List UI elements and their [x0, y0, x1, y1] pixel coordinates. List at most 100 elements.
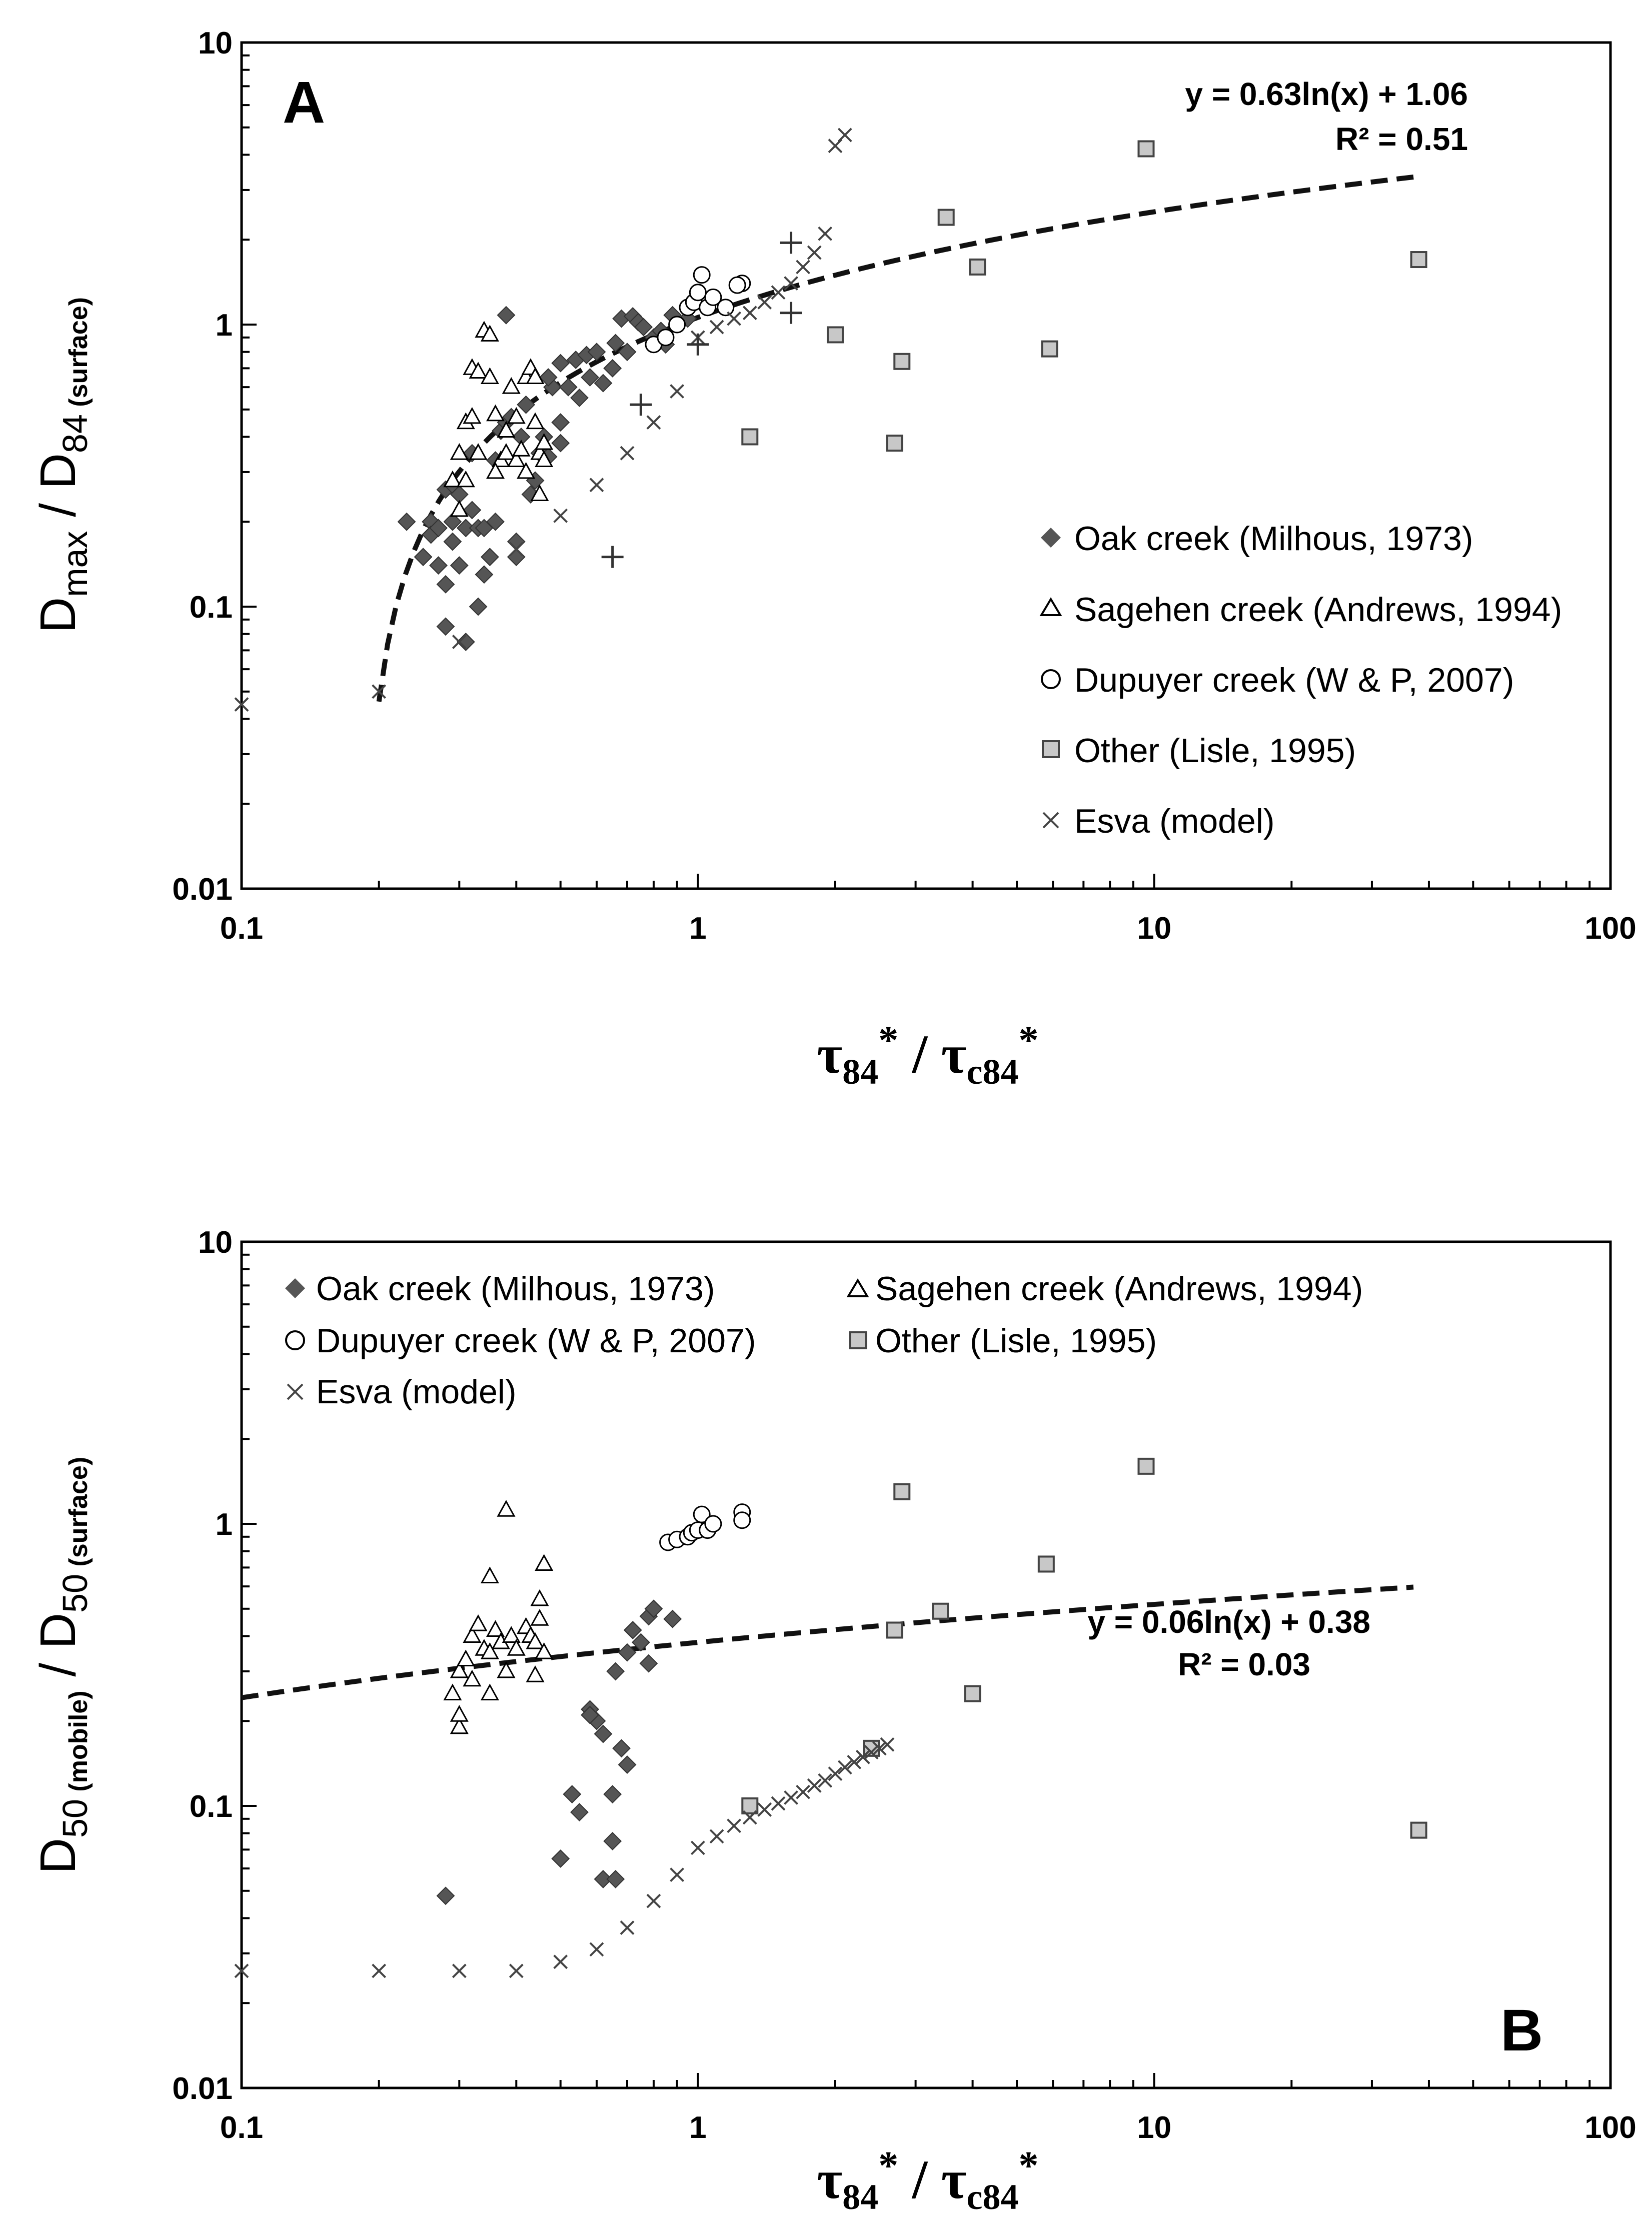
point-oak-creek: [594, 374, 613, 393]
point-oak-creek: [507, 548, 526, 567]
xlabel-84: 84: [842, 2177, 878, 2217]
point-oak-creek: [551, 413, 570, 432]
point-oak-creek: [594, 1870, 613, 1888]
point-esva-model: [690, 1840, 705, 1855]
legend-marker-circle: [285, 1330, 305, 1350]
point-esva-model: [828, 1766, 843, 1781]
legend-marker-x: [1042, 812, 1059, 829]
point-esva-model: [742, 1810, 757, 1825]
point-oak-creek: [663, 1609, 682, 1628]
point-oak-creek: [644, 1599, 663, 1618]
point-sagehen-creek: [526, 412, 545, 430]
point-sagehen-creek: [497, 1500, 516, 1517]
point-oak-creek: [475, 565, 494, 584]
point-plus: [601, 546, 624, 568]
point-oak-creek: [486, 512, 505, 531]
y-axis-label-b: D50 (mobile) / D50 (surface): [30, 1457, 95, 1874]
point-oak-creek: [618, 343, 637, 362]
ylabel-d: D: [30, 597, 86, 633]
xlabel-c84: c84: [967, 1052, 1019, 1092]
legend-item-oak: Oak creek (Milhous, 1973): [1041, 520, 1473, 558]
point-plus: [780, 302, 802, 324]
point-oak-creek: [570, 389, 589, 407]
point-oak-creek: [539, 368, 558, 387]
xlabel-star2: *: [1018, 2144, 1038, 2188]
x-tick-label: 10: [1137, 911, 1171, 946]
point-oak-creek: [603, 1832, 622, 1850]
point-sagehen-creek: [463, 1626, 482, 1643]
point-oak-creek: [469, 597, 488, 616]
point-oak-creek: [634, 318, 653, 337]
point-esva-model: [796, 260, 810, 275]
ylabel-mobile: (mobile): [64, 1690, 93, 1799]
point-other-lisle: [1410, 251, 1427, 269]
point-sagehen-creek: [469, 362, 488, 379]
point-oak-creek: [603, 359, 622, 378]
point-dupuyer-creek: [733, 1511, 751, 1529]
point-oak-creek: [497, 306, 516, 325]
point-sagehen-creek: [502, 1626, 521, 1643]
point-sagehen-creek: [480, 325, 499, 342]
point-esva-model: [872, 1741, 887, 1756]
point-sagehen-creek: [507, 1639, 526, 1656]
legend-label: Sagehen creek (Andrews, 1994): [1074, 591, 1562, 629]
point-sagehen-creek: [507, 450, 526, 468]
point-esva-model: [234, 697, 249, 712]
legend-item-esva: Esva (model): [1042, 802, 1275, 840]
point-oak-creek: [581, 1705, 599, 1724]
point-oak-creek: [631, 1633, 650, 1652]
point-esva-model: [234, 1963, 249, 1978]
point-oak-creek: [443, 512, 462, 531]
trendline-b: [241, 1584, 1414, 1700]
y-tick-label: 0.01: [172, 872, 233, 907]
point-sagehen-creek: [469, 443, 488, 460]
legend-item-other: Other (Lisle, 1995): [1042, 732, 1356, 770]
point-sagehen-creek: [463, 407, 482, 424]
legend-marker-triangle: [1039, 597, 1062, 616]
point-dupuyer-creek: [689, 284, 707, 302]
axis-ticks-b: 0.1 1 10 100 0.01 0.1 1 10: [172, 1225, 1636, 2145]
point-esva-model: [837, 128, 852, 143]
svg-text:Dmax / D84 (surface): Dmax / D84 (surface): [30, 297, 95, 633]
xlabel-slash: /: [898, 2149, 941, 2210]
xlabel-84: 84: [842, 1052, 878, 1092]
point-oak-creek: [463, 501, 482, 520]
point-dupuyer-creek: [693, 1505, 711, 1523]
panel-letter-a: A: [283, 70, 325, 136]
data-points-a: [234, 128, 1427, 712]
point-oak-creek: [587, 343, 606, 362]
point-esva-model: [727, 1818, 741, 1833]
point-other-lisle: [1041, 340, 1058, 358]
point-sagehen-creek: [456, 1649, 475, 1667]
point-esva-model: [553, 1954, 568, 1969]
point-sagehen-creek: [535, 1642, 554, 1659]
point-oak-creek: [429, 519, 448, 538]
legend-label: Esva (model): [1074, 802, 1275, 840]
point-sagehen-creek: [526, 1632, 545, 1649]
point-sagehen-creek: [512, 440, 531, 457]
point-oak-creek: [436, 1886, 455, 1905]
point-sagehen-creek: [497, 443, 516, 460]
legend-label: Esva (model): [316, 1373, 517, 1411]
xlabel-tau2: τ: [941, 2149, 967, 2210]
point-sagehen-creek: [526, 1665, 545, 1682]
xlabel-star: *: [878, 1019, 898, 1063]
legend-item-sagehen: Sagehen creek (Andrews, 1994): [1039, 591, 1562, 629]
point-esva-model: [742, 306, 757, 321]
panel-b: 0.1 1 10 100 0.01 0.1 1 10 B y = 0.06ln(x) + 0.…: [30, 1225, 1636, 2217]
point-esva-model: [372, 1963, 387, 1978]
point-sagehen-creek: [480, 1566, 499, 1584]
x-tick-label: 10: [1137, 2110, 1171, 2145]
svg-text:D50 (mobile) / D50 (surface): D50 (mobile) / D50 (surface): [30, 1457, 95, 1874]
point-other-lisle: [964, 1685, 981, 1702]
point-dupuyer-creek: [728, 276, 746, 294]
point-dupuyer-creek: [704, 288, 722, 306]
point-oak-creek: [436, 617, 455, 636]
point-oak-creek: [581, 368, 599, 387]
point-other-lisle: [1410, 1821, 1427, 1839]
point-sagehen-creek: [486, 1620, 505, 1637]
y-tick-label: 1: [216, 308, 233, 343]
point-esva-model: [670, 384, 685, 399]
point-esva-model: [589, 1942, 604, 1957]
